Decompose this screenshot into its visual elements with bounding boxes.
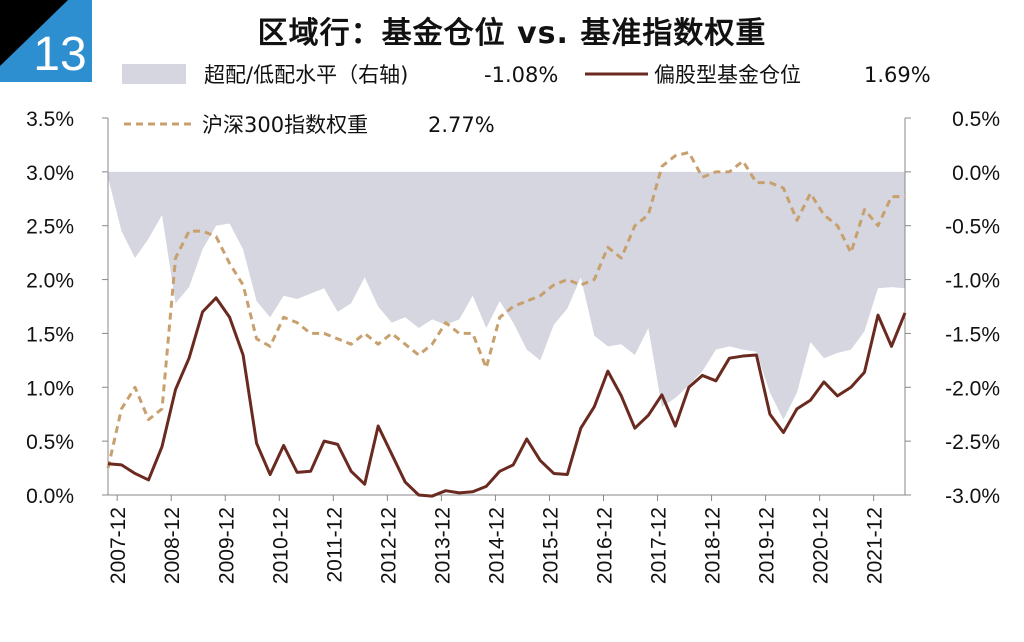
hs300-weight-line: [106, 150, 905, 469]
left-tick-label: 3.5%: [26, 108, 74, 131]
right-tick-label: -3.0%: [945, 485, 1000, 508]
x-tick-label: 2018-12: [702, 507, 725, 584]
x-tick-label: 2020-12: [810, 507, 833, 584]
x-tick-label: 2015-12: [539, 507, 562, 584]
legend-label-fund: 偏股型基金仓位: [654, 63, 801, 87]
x-tick-label: 2016-12: [593, 507, 616, 584]
legend-label-over: 超配/低配水平（右轴): [204, 63, 408, 87]
x-tick-label: 2008-12: [161, 507, 184, 584]
legend-value-over: -1.08%: [484, 63, 558, 87]
right-tick-label: 0.0%: [952, 162, 1000, 185]
right-tick-label: 0.5%: [952, 108, 1000, 131]
left-tick-label: 1.5%: [26, 323, 74, 346]
legend-swatch-area: [122, 64, 186, 84]
x-tick-label: 2007-12: [107, 507, 130, 584]
right-tick-label: -1.5%: [945, 323, 1000, 346]
left-tick-label: 0.5%: [26, 431, 74, 454]
left-tick-label: 2.5%: [26, 216, 74, 239]
legend-item-over: 超配/低配水平（右轴) -1.08%: [122, 63, 558, 87]
x-tick-label: 2017-12: [648, 507, 671, 584]
right-tick-label: -1.0%: [945, 270, 1000, 293]
legend-value-fund: 1.69%: [864, 63, 931, 87]
badge-shape: 13: [0, 0, 92, 82]
x-tick-label: 2011-12: [323, 507, 346, 583]
x-tick-label: 2014-12: [485, 507, 508, 584]
x-tick-label: 2010-12: [269, 507, 292, 584]
legend-item-hs300: 沪深300指数权重 2.77%: [124, 113, 495, 137]
right-tick-label: -2.0%: [945, 377, 1000, 400]
legend-label-hs300: 沪深300指数权重: [202, 113, 368, 137]
right-tick-label: -0.5%: [945, 216, 1000, 239]
fund-position-line: [107, 296, 907, 498]
x-tick-label: 2019-12: [756, 507, 779, 584]
chart-number-badge: 13: [0, 0, 92, 82]
left-tick-label: 3.0%: [26, 162, 74, 185]
legend-value-hs300: 2.77%: [428, 113, 495, 137]
legend-item-fund: 偏股型基金仓位 1.69%: [585, 63, 931, 87]
x-tick-label: 2013-12: [431, 507, 454, 584]
x-tick-label: 2021-12: [864, 507, 887, 584]
area-over-underweight: [108, 171, 905, 420]
badge-number: 13: [33, 28, 86, 81]
chart-title: 区域行：基金仓位 vs. 基准指数权重: [257, 16, 767, 51]
left-tick-label: 0.0%: [26, 485, 74, 508]
left-tick-label: 1.0%: [26, 377, 74, 400]
right-tick-label: -2.5%: [945, 431, 1000, 454]
left-tick-label: 2.0%: [26, 270, 74, 293]
x-tick-label: 2012-12: [377, 507, 400, 584]
x-tick-label: 2009-12: [215, 507, 238, 584]
